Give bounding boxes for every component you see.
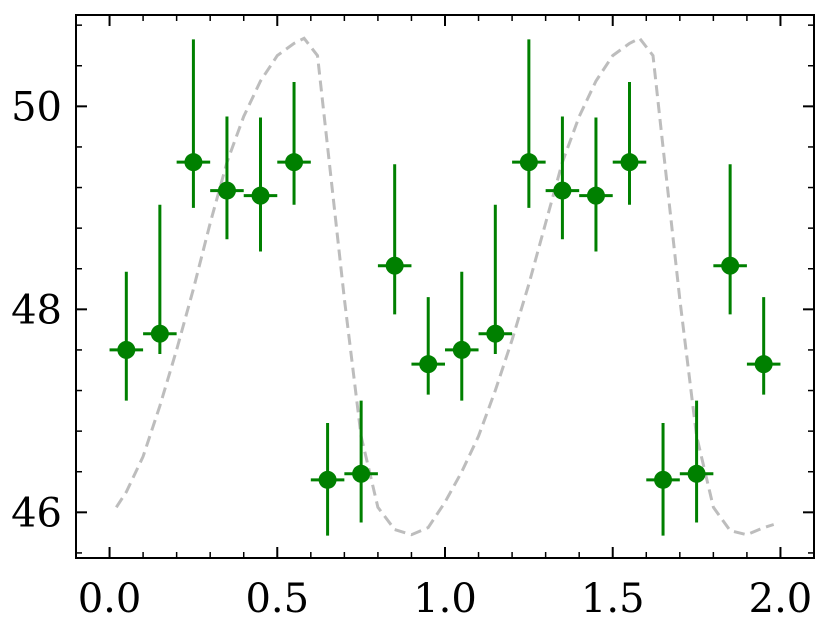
data-point-12	[512, 39, 546, 208]
point-marker	[385, 256, 404, 275]
point-marker	[217, 181, 236, 200]
data-point-8	[377, 164, 412, 315]
y-tick-label: 46	[11, 490, 62, 536]
x-tick-label: 0.0	[78, 576, 142, 622]
data-point-18	[713, 164, 747, 315]
point-marker	[318, 470, 337, 489]
x-tick-label: 0.5	[245, 576, 309, 622]
x-tick-label: 1.0	[413, 576, 477, 622]
data-point-14	[579, 117, 613, 252]
x-tick-label: 2.0	[749, 576, 813, 622]
data-point-6	[310, 423, 345, 536]
point-marker	[419, 355, 438, 374]
point-marker	[654, 470, 673, 489]
data-point-4	[243, 117, 278, 252]
data-point-3	[210, 116, 244, 240]
data-point-15	[612, 81, 647, 205]
point-marker	[452, 340, 471, 359]
point-marker	[117, 340, 136, 359]
point-marker	[184, 153, 203, 172]
axes-layer: 0.0 0.5 1.0 1.5 2.0 46 48 50	[11, 14, 815, 622]
data-point-9	[411, 297, 445, 395]
data-point-5	[277, 81, 311, 205]
data-points-layer	[109, 39, 781, 536]
point-marker	[721, 256, 740, 275]
data-point-11	[478, 204, 513, 354]
data-point-16	[646, 423, 680, 536]
point-marker	[553, 181, 572, 200]
data-point-10	[445, 271, 479, 401]
data-point-0	[109, 271, 144, 401]
data-point-7	[344, 400, 378, 523]
y-tick-label: 50	[11, 84, 62, 130]
point-marker	[754, 355, 773, 374]
point-marker	[486, 324, 505, 343]
data-point-13	[545, 116, 580, 240]
point-marker	[251, 186, 270, 205]
point-marker	[352, 464, 371, 483]
point-marker	[519, 153, 538, 172]
x-tick-label: 1.5	[581, 576, 645, 622]
point-marker	[687, 464, 706, 483]
data-point-19	[746, 297, 781, 395]
data-point-17	[679, 400, 714, 523]
model-curve-layer	[115, 36, 775, 537]
point-marker	[150, 324, 169, 343]
y-tick-label: 48	[11, 287, 62, 333]
point-marker	[620, 153, 639, 172]
data-point-1	[143, 204, 177, 354]
point-marker	[586, 186, 605, 205]
data-point-2	[176, 39, 211, 208]
point-marker	[285, 153, 304, 172]
model-curve	[115, 36, 775, 537]
